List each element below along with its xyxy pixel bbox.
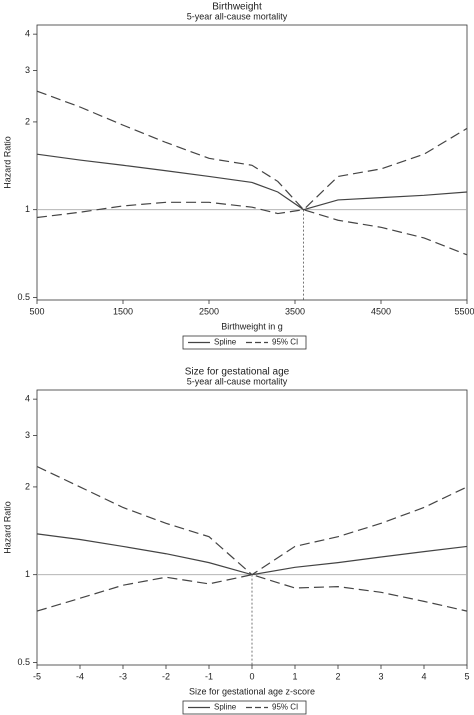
legend-label: Spline [214,338,237,347]
y-tick-label: 2 [25,116,30,126]
y-tick-label: 4 [25,394,30,404]
x-tick-label: -1 [205,671,213,681]
x-tick-label: 0 [249,671,254,681]
x-axis-label: Size for gestational age z-score [189,686,315,696]
chart-title: Size for gestational age [185,367,290,378]
y-tick-label: 0.5 [17,292,30,302]
y-tick-label: 3 [25,430,30,440]
y-tick-label: 3 [25,65,30,75]
plot-frame [36,24,468,301]
line-series [36,90,468,211]
line-series [36,465,468,576]
chart-subtitle: 5-year all-cause mortality [187,376,288,386]
x-tick-label: -3 [119,671,127,681]
legend [182,700,307,715]
x-tick-label: 5 [464,671,469,681]
x-tick-label: 3 [378,671,383,681]
x-tick-label: 55000 [454,306,474,316]
x-tick-label: 1500 [113,306,133,316]
x-tick-label: 2500 [199,306,219,316]
x-tick-label: 500 [29,306,44,316]
line-series [36,574,468,612]
line-series [36,533,468,576]
legend-label: 95% CI [272,338,298,347]
chart-subtitle: 5-year all-cause mortality [187,11,288,21]
line-series [36,153,468,211]
y-tick-label: 1 [25,204,30,214]
y-tick-label: 2 [25,481,30,491]
y-tick-label: 1 [25,569,30,579]
legend-label: 95% CI [272,703,298,712]
legend [182,335,307,350]
chart-title: Birthweight [212,2,262,13]
y-axis-label: Hazard Ratio [2,501,12,554]
x-tick-label: 4 [421,671,426,681]
y-axis-label: Hazard Ratio [2,136,12,189]
x-tick-label: -2 [162,671,170,681]
line-series [36,201,468,256]
x-tick-label: 2 [335,671,340,681]
x-tick-label: 1 [292,671,297,681]
x-tick-label: -4 [76,671,84,681]
legend-label: Spline [214,703,237,712]
x-tick-label: 4500 [371,306,391,316]
y-tick-label: 4 [25,29,30,39]
x-tick-label: -5 [33,671,41,681]
y-tick-label: 0.5 [17,657,30,667]
x-tick-label: 3500 [285,306,305,316]
x-axis-label: Birthweight in g [221,321,283,331]
